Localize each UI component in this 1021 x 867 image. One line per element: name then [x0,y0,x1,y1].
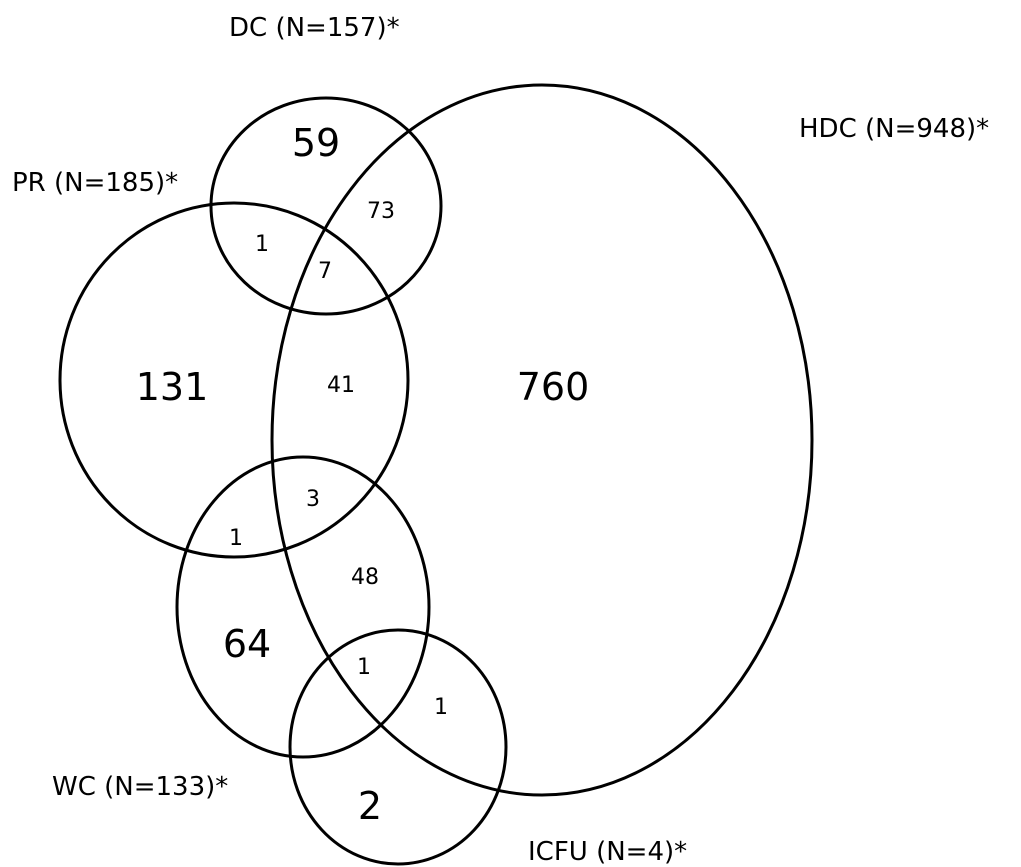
dc-only-count: 59 [292,121,340,165]
hdc-set-label: HDC (N=948)* [799,114,989,144]
wc-only-count: 64 [223,622,271,666]
pr-only-count: 131 [136,365,209,409]
hdc-only-count: 760 [517,365,590,409]
dc-pr-hdc-count: 7 [318,259,332,284]
wc-set-circle [175,455,431,759]
wc-icfu-hdc-count: 1 [357,655,371,680]
wc-set-label: WC (N=133)* [52,772,228,802]
icfu-hdc-count: 1 [434,695,448,720]
icfu-set-label: ICFU (N=4)* [528,837,687,867]
pr-set-circle [58,201,410,559]
dc-set-label: DC (N=157)* [229,13,400,43]
hdc-set-ellipse [270,83,814,797]
wc-hdc-count: 48 [351,565,379,590]
icfu-set-circle [288,628,508,866]
dc-hdc-count: 73 [367,199,395,224]
pr-wc-hdc-count: 3 [306,487,320,512]
dc-pr-count: 1 [255,232,269,257]
pr-wc-count: 1 [229,526,243,551]
pr-set-label: PR (N=185)* [12,168,178,198]
pr-hdc-count: 41 [327,373,355,398]
icfu-only-count: 2 [358,784,382,828]
